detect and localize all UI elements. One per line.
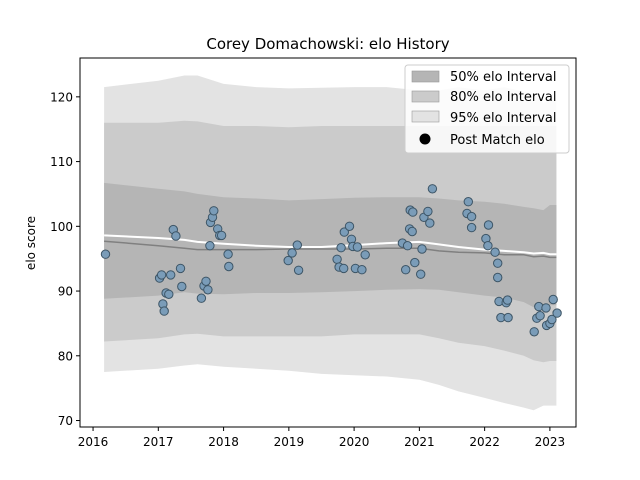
post-match-point xyxy=(352,242,363,252)
post-match-point xyxy=(171,231,181,241)
post-match-point xyxy=(541,303,551,313)
post-match-point xyxy=(552,308,562,318)
x-tick-label: 2020 xyxy=(339,435,370,449)
plot-area xyxy=(100,75,562,411)
post-match-point xyxy=(224,261,234,272)
post-match-point xyxy=(175,263,186,274)
legend: 50% elo Interval 80% elo Interval 95% el… xyxy=(404,64,570,154)
post-match-point xyxy=(293,265,304,275)
post-match-point xyxy=(493,272,503,283)
post-match-point xyxy=(427,184,438,194)
post-match-point xyxy=(483,220,494,230)
x-tick-label: 2023 xyxy=(535,435,566,449)
y-tick-label: 100 xyxy=(50,220,73,234)
post-match-point xyxy=(417,244,427,254)
y-tick-label: 110 xyxy=(50,155,73,169)
post-match-point xyxy=(283,255,293,266)
post-match-point xyxy=(408,207,418,217)
post-match-point xyxy=(339,263,349,274)
post-match-point xyxy=(209,206,219,216)
post-match-point xyxy=(360,250,370,260)
post-match-point xyxy=(339,227,349,237)
legend-swatch-95 xyxy=(411,110,440,123)
legend-label-80: 80% elo Interval xyxy=(450,90,557,105)
post-match-point xyxy=(529,327,539,337)
post-match-point xyxy=(216,230,227,241)
post-match-point xyxy=(156,270,167,280)
post-match-point xyxy=(177,281,187,292)
post-match-point xyxy=(407,226,417,237)
post-match-point xyxy=(164,289,174,299)
legend-marker-point xyxy=(419,133,431,145)
legend-swatch-80 xyxy=(411,90,440,103)
x-tick-label: 2021 xyxy=(404,435,435,449)
post-match-point xyxy=(503,312,513,323)
post-match-point xyxy=(410,257,420,268)
post-match-point xyxy=(201,276,211,286)
post-match-points xyxy=(100,184,562,337)
y-tick-label: 70 xyxy=(58,414,73,428)
post-match-point xyxy=(483,241,493,251)
legend-box xyxy=(404,64,570,154)
x-tick-label: 2022 xyxy=(469,435,500,449)
post-match-point xyxy=(344,221,355,232)
x-axis-ticks: 2016 2017 2018 2019 2020 2021 2022 2023 xyxy=(78,427,565,449)
post-match-point xyxy=(425,218,435,228)
y-axis-label: elo score xyxy=(24,216,38,270)
y-axis-ticks: 70 80 90 100 110 120 xyxy=(50,90,80,428)
post-match-point xyxy=(166,270,176,280)
post-match-point xyxy=(336,243,346,253)
post-match-point xyxy=(196,293,207,303)
post-match-point xyxy=(292,240,302,250)
x-tick-label: 2017 xyxy=(143,435,174,449)
post-match-point xyxy=(493,258,503,268)
post-match-point xyxy=(466,222,477,233)
axes-frame xyxy=(79,57,577,428)
legend-label-point: Post Match elo xyxy=(450,133,545,148)
post-match-point xyxy=(548,294,558,305)
legend-label-50: 50% elo Interval xyxy=(450,70,557,85)
y-tick-label: 80 xyxy=(58,349,73,363)
post-match-point xyxy=(463,197,473,207)
post-match-point xyxy=(416,269,426,279)
post-match-point xyxy=(401,265,411,275)
y-tick-label: 90 xyxy=(58,285,73,299)
post-match-point xyxy=(223,249,233,259)
x-tick-label: 2016 xyxy=(78,435,109,449)
post-match-point xyxy=(502,295,513,305)
chart-title: Corey Domachowski: elo History xyxy=(206,35,449,53)
legend-label-95: 95% elo Interval xyxy=(450,111,557,126)
x-tick-label: 2019 xyxy=(274,435,305,449)
post-match-point xyxy=(203,285,213,295)
post-match-point xyxy=(535,311,545,321)
post-match-point xyxy=(332,254,342,264)
y-tick-label: 120 xyxy=(50,90,73,104)
post-match-point xyxy=(357,265,367,275)
post-match-point xyxy=(490,247,500,257)
post-match-point xyxy=(402,241,413,251)
post-match-point xyxy=(423,206,433,217)
post-match-point xyxy=(547,314,557,325)
post-match-point xyxy=(287,248,297,258)
axes: 2016 2017 2018 2019 2020 2021 2022 2023 70 80 90 1… xyxy=(50,57,577,449)
x-tick-label: 2018 xyxy=(208,435,239,449)
post-match-point xyxy=(100,249,111,259)
median-elo-line xyxy=(104,240,557,259)
post-match-point xyxy=(466,211,477,222)
post-match-point xyxy=(205,241,215,251)
post-match-point xyxy=(159,306,169,316)
legend-swatch-50 xyxy=(411,70,440,83)
